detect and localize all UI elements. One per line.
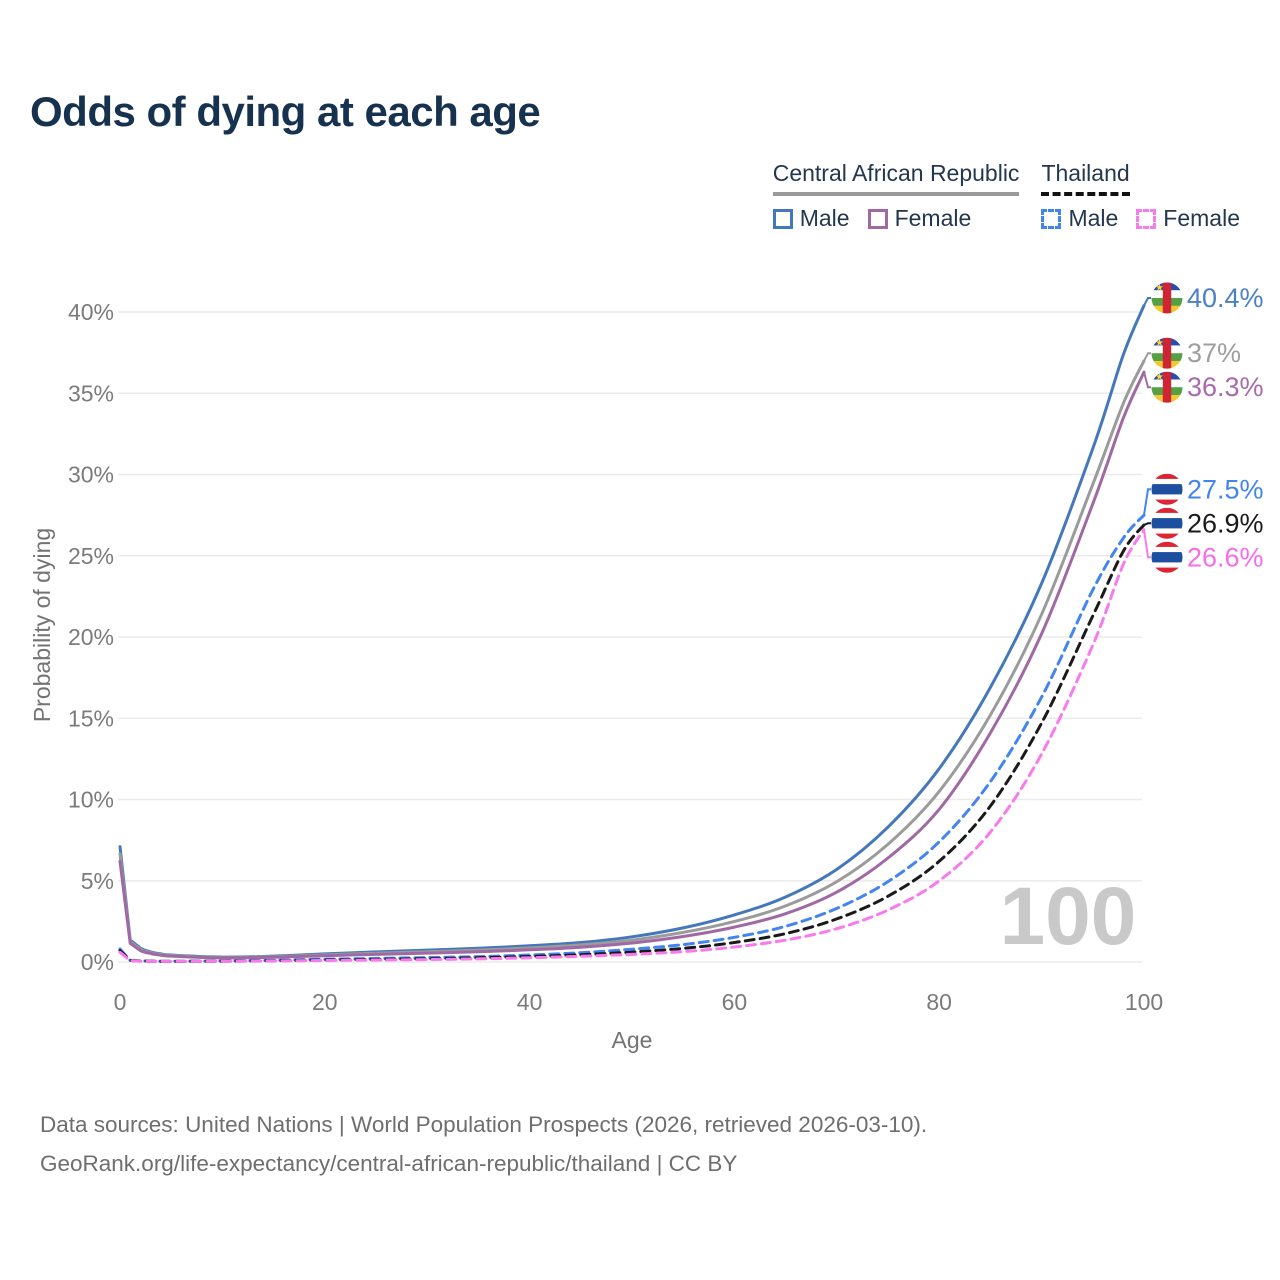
end-label-connector-tha-both xyxy=(1143,522,1151,526)
end-label-car-female: 36.3% xyxy=(1151,371,1264,403)
y-tick-label: 30% xyxy=(68,462,114,488)
end-label-value-car-both: 37% xyxy=(1187,338,1241,368)
y-tick-label: 20% xyxy=(68,624,114,650)
y-axis-title: Probability of dying xyxy=(29,528,55,722)
end-label-value-tha-male: 27.5% xyxy=(1187,474,1264,504)
central-african-republic-flag-icon xyxy=(1151,337,1183,369)
legend-group-central-african-republic: Central African Republic Male Female xyxy=(772,160,1020,232)
age-watermark: 100 xyxy=(1000,871,1137,962)
legend: Central African Republic Male Female Tha… xyxy=(772,160,1240,232)
end-label-car-male: 40.4% xyxy=(1151,282,1264,314)
end-label-connector-tha-male xyxy=(1143,488,1151,516)
legend-item-thailand-male[interactable]: Male xyxy=(1041,205,1118,232)
y-tick-label: 25% xyxy=(68,543,114,569)
x-tick-label: 40 xyxy=(517,989,543,1015)
end-label-connector-car-both xyxy=(1143,352,1151,362)
end-label-tha-female: 26.6% xyxy=(1151,541,1264,573)
legend-item-label: Male xyxy=(799,205,850,231)
legend-item-label: Female xyxy=(1163,205,1240,231)
legend-item-car-female[interactable]: Female xyxy=(867,205,972,232)
page-title: Odds of dying at each age xyxy=(30,88,541,135)
legend-country-central-african-republic[interactable]: Central African Republic xyxy=(772,160,1020,196)
end-label-value-car-female: 36.3% xyxy=(1187,372,1264,402)
car-male-swatch-icon xyxy=(772,208,793,229)
legend-item-label: Female xyxy=(894,205,972,231)
y-tick-label: 35% xyxy=(68,380,114,406)
legend-item-car-male[interactable]: Male xyxy=(772,205,850,232)
y-tick-label: 15% xyxy=(68,705,114,731)
end-label-value-car-male: 40.4% xyxy=(1187,283,1264,313)
y-tick-label: 5% xyxy=(81,868,114,894)
x-tick-label: 0 xyxy=(114,989,127,1015)
series-line-tha-female[interactable] xyxy=(118,528,1146,963)
legend-country-thailand[interactable]: Thailand xyxy=(1041,160,1130,196)
footer-data-sources: Data sources: United Nations | World Pop… xyxy=(40,1112,928,1137)
legend-item-label: Male xyxy=(1068,205,1119,231)
legend-item-thailand-female[interactable]: Female xyxy=(1136,205,1240,232)
x-axis-title: Age xyxy=(612,1027,653,1053)
end-label-car-both: 37% xyxy=(1151,337,1241,369)
series-line-tha-male[interactable] xyxy=(118,513,1146,963)
x-tick-label: 60 xyxy=(722,989,748,1015)
thailand-female-swatch-icon xyxy=(1136,208,1157,229)
car-female-swatch-icon xyxy=(867,208,888,229)
central-african-republic-flag-icon xyxy=(1151,371,1183,403)
end-label-tha-both: 26.9% xyxy=(1151,507,1264,539)
end-label-connector-car-female xyxy=(1143,371,1151,389)
x-tick-label: 100 xyxy=(1125,989,1163,1015)
series-line-car-male[interactable] xyxy=(118,304,1146,959)
legend-group-thailand: Thailand Male Female xyxy=(1041,160,1240,232)
series-line-car-both[interactable] xyxy=(118,359,1146,960)
end-label-tha-male: 27.5% xyxy=(1151,473,1264,505)
end-label-value-tha-both: 26.9% xyxy=(1187,508,1264,538)
footer-url: GeoRank.org/life-expectancy/central-afri… xyxy=(40,1151,738,1176)
series-line-tha-both[interactable] xyxy=(118,523,1146,963)
x-tick-label: 80 xyxy=(926,989,952,1015)
y-tick-label: 40% xyxy=(68,299,114,325)
thailand-flag-icon xyxy=(1151,473,1183,505)
end-label-connector-tha-female xyxy=(1143,529,1151,559)
legend-items-thailand: Male Female xyxy=(1041,205,1240,232)
x-tick-label: 20 xyxy=(312,989,338,1015)
central-african-republic-flag-icon xyxy=(1151,282,1183,314)
series-line-car-female[interactable] xyxy=(118,370,1146,960)
footer: Data sources: United Nations | World Pop… xyxy=(40,1105,927,1183)
end-label-connector-car-male xyxy=(1143,297,1151,306)
y-tick-label: 10% xyxy=(68,787,114,813)
y-tick-label: 0% xyxy=(81,949,114,975)
end-label-value-tha-female: 26.6% xyxy=(1187,542,1264,572)
thailand-male-swatch-icon xyxy=(1041,208,1062,229)
thailand-flag-icon xyxy=(1151,541,1183,573)
thailand-flag-icon xyxy=(1151,507,1183,539)
legend-items-car: Male Female xyxy=(772,205,1020,232)
